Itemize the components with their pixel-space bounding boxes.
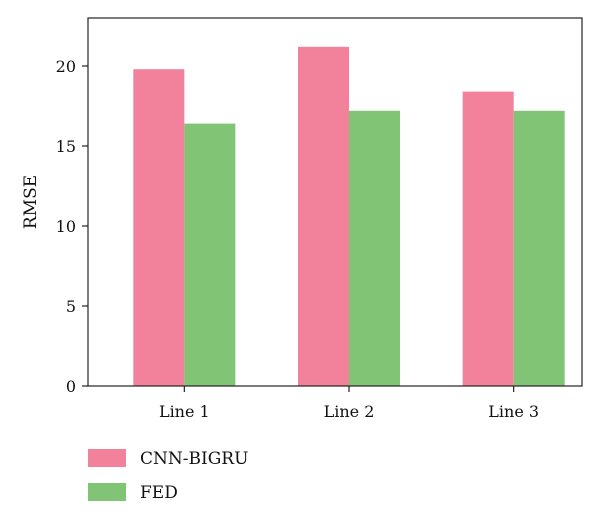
- legend-label: CNN-BIGRU: [140, 449, 248, 469]
- bar-fed-3: [513, 110, 565, 387]
- bar-fed-2: [349, 110, 400, 387]
- legend-swatch: [88, 483, 126, 501]
- y-tick-label: 10: [56, 217, 76, 236]
- x-axis: Line 1 Line 2 Line 3: [159, 386, 539, 421]
- bars-group: [133, 46, 565, 387]
- x-tick-label: Line 3: [488, 402, 539, 421]
- bar-cnn-bigru-3: [462, 91, 514, 386]
- bar-cnn-bigru-2: [298, 46, 349, 387]
- legend-label: FED: [140, 483, 178, 503]
- plot-frame: [87, 17, 583, 387]
- legend: CNN-BIGRU FED: [88, 449, 248, 503]
- bar-fed-1: [184, 123, 236, 386]
- y-tick-label: 15: [56, 137, 76, 156]
- bar-cnn-bigru-1: [133, 69, 185, 386]
- y-tick-label: 20: [56, 57, 76, 76]
- x-tick-label: Line 2: [324, 402, 375, 421]
- x-tick-label: Line 1: [159, 402, 210, 421]
- y-axis-title: RMSE: [21, 175, 41, 229]
- y-axis: 0 5 10 15 20: [56, 57, 88, 396]
- y-tick-label: 5: [66, 297, 76, 316]
- y-tick-label: 0: [66, 377, 76, 396]
- legend-swatch: [88, 449, 126, 467]
